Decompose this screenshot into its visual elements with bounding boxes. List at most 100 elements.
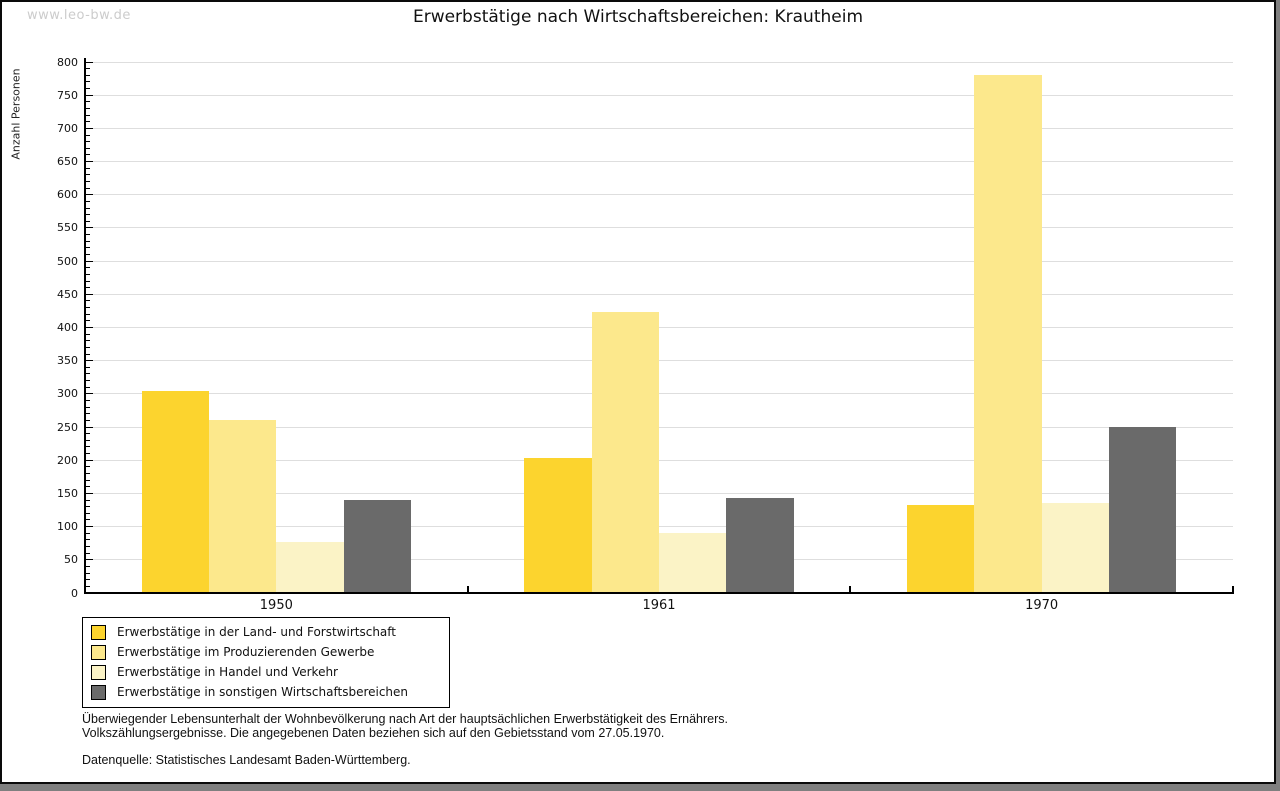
y-axis-tick (86, 327, 93, 328)
y-axis-tick (86, 406, 90, 408)
gridline-750 (85, 94, 1233, 96)
y-axis-tick (86, 174, 90, 176)
y-axis-tick (86, 453, 90, 455)
gridline-300 (85, 393, 1233, 395)
y-axis-tick (86, 360, 93, 362)
y-axis-tick (86, 552, 90, 554)
y-axis-tick (86, 273, 90, 275)
footnote-line-1: Überwiegender Lebensunterhalt der Wohnbe… (82, 712, 728, 726)
y-axis-tick (86, 532, 90, 534)
bar-1961-series3 (659, 532, 727, 593)
y-axis-tick (86, 512, 90, 514)
y-axis-tick-label: 500 (57, 254, 78, 268)
y-axis-tick (86, 400, 90, 401)
bar-1950-series3 (276, 541, 344, 593)
y-axis-tick (86, 353, 90, 355)
y-axis-tick-label: 150 (57, 486, 78, 500)
y-axis-tick (86, 121, 90, 123)
legend-label: Erwerbstätige im Produzierenden Gewerbe (117, 645, 375, 659)
y-axis-tick (86, 439, 90, 441)
bar-1961-series1 (524, 457, 592, 593)
bar-1961-series2 (591, 312, 659, 593)
y-axis-tick (86, 107, 90, 109)
y-axis-tick (86, 247, 90, 249)
legend-label: Erwerbstätige in der Land- und Forstwirt… (117, 625, 396, 639)
y-axis-tick (86, 346, 90, 348)
y-axis-tick (86, 446, 90, 448)
y-axis-tick (86, 565, 90, 567)
y-axis-tick (86, 68, 90, 70)
legend-label: Erwerbstätige in sonstigen Wirtschaftsbe… (117, 685, 409, 699)
gridline-550 (85, 227, 1233, 229)
y-axis-tick (86, 94, 93, 96)
gridline-600 (85, 194, 1233, 196)
legend-item: Erwerbstätige in sonstigen Wirtschaftsbe… (83, 682, 449, 702)
legend-item: Erwerbstätige im Produzierenden Gewerbe (83, 642, 449, 662)
y-axis-tick (86, 154, 90, 156)
y-axis-tick (86, 572, 90, 574)
y-axis-tick-label: 550 (57, 221, 78, 235)
y-axis-tick-label: 750 (57, 88, 78, 102)
gridline-450 (85, 293, 1233, 295)
gridline-400 (85, 327, 1233, 328)
plot-area: Anzahl Personen 1950 1961 1970 0 50 100 150 200… (2, 2, 1274, 782)
y-axis-tick (86, 492, 93, 494)
watermark-leo-bw: www.leo-bw.de (27, 8, 131, 23)
y-axis-tick (86, 88, 90, 90)
y-axis-tick (86, 134, 90, 136)
y-axis-tick (86, 161, 93, 163)
y-axis-tick (86, 579, 90, 581)
legend-swatch (91, 644, 106, 660)
data-source-note: Datenquelle: Statistisches Landesamt Bad… (82, 753, 411, 767)
gridline-350 (85, 360, 1233, 362)
y-axis-tick (86, 234, 90, 236)
y-axis-tick (86, 320, 90, 322)
y-axis-tick (86, 141, 90, 143)
legend-rows: Erwerbstätige in der Land- und Forstwirt… (83, 622, 449, 702)
y-axis-tick (86, 313, 90, 315)
y-axis-tick-label: 350 (57, 354, 78, 368)
bar-1950-series1 (141, 390, 210, 593)
y-axis-tick (86, 585, 90, 587)
y-axis-tick (86, 433, 90, 435)
gridline-100 (85, 526, 1233, 528)
y-axis-tick (86, 466, 90, 468)
y-axis-tick (86, 61, 93, 63)
y-axis-tick-label: 300 (57, 387, 78, 401)
bar-1970-series2 (974, 75, 1042, 593)
y-axis-tick (86, 180, 90, 182)
y-axis-tick (86, 539, 90, 541)
gridline-500 (85, 260, 1233, 262)
y-axis-tick (86, 207, 90, 209)
y-axis-tick (86, 293, 93, 295)
y-axis-title: Anzahl Personen (9, 68, 23, 160)
y-axis-tick (86, 214, 90, 216)
y-axis-tick (86, 519, 90, 521)
y-axis-tick (86, 287, 90, 289)
bar-1961-series4 (726, 498, 794, 593)
y-axis-tick (86, 386, 90, 388)
y-axis-tick (86, 200, 90, 202)
y-axis-tick-label: 250 (57, 420, 78, 434)
y-axis-tick (86, 220, 90, 222)
y-axis-tick (86, 253, 90, 255)
y-axis-tick (86, 307, 90, 309)
x-axis-category-label: 1950 (259, 598, 293, 613)
bar-1970-series4 (1108, 427, 1177, 593)
y-axis-tick (86, 147, 90, 149)
y-axis-tick (86, 459, 93, 461)
y-axis-tick (86, 413, 90, 415)
legend-label: Erwerbstätige in Handel und Verkehr (117, 665, 338, 679)
y-axis-tick (86, 366, 90, 368)
y-axis-line (84, 58, 86, 594)
y-axis-tick-label: 50 (64, 553, 78, 567)
gridline-250 (85, 426, 1233, 428)
y-axis-tick-label: 400 (57, 321, 78, 334)
y-axis-tick (86, 194, 93, 196)
y-axis-tick (86, 74, 90, 76)
y-axis-tick (86, 187, 90, 189)
y-axis-tick (86, 240, 90, 242)
legend-swatch (91, 624, 106, 640)
y-axis-tick (86, 280, 90, 282)
